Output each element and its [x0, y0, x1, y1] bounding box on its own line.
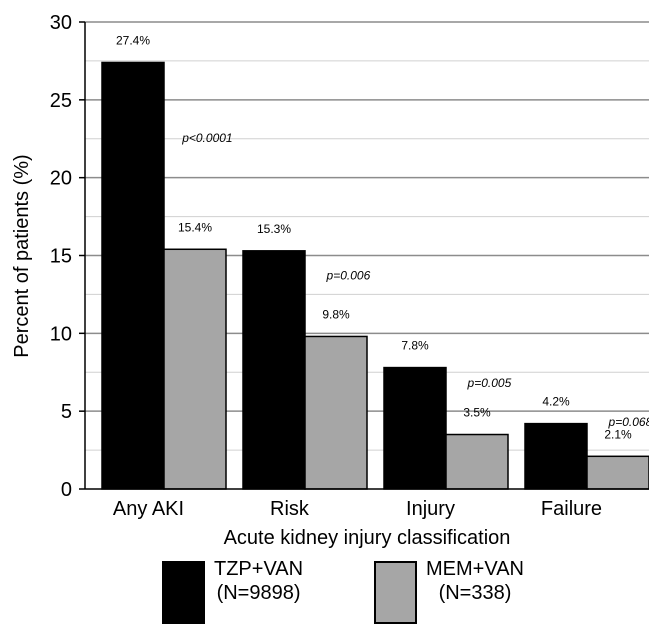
legend-series-name: MEM+VAN — [426, 558, 524, 580]
x-tick-label: Any AKI — [113, 498, 184, 520]
legend-label-mem-van: MEM+VAN (N=338) — [426, 557, 524, 605]
bar-tzp-van — [524, 422, 588, 490]
legend-label-tzp-van: TZP+VAN (N=9898) — [214, 557, 303, 605]
p-value-label: p<0.0001 — [181, 131, 232, 145]
bar-chart: 0 5 10 15 20 25 30 Any AKI Risk Injury Failure 27.… — [11, 12, 649, 549]
legend-series-count: (N=338) — [438, 582, 512, 604]
data-label: 2.1% — [604, 427, 632, 441]
legend: TZP+VAN (N=9898) MEM+VAN (N=338) — [0, 557, 649, 633]
data-label: 4.2% — [542, 395, 570, 409]
data-label: 9.8% — [322, 307, 350, 321]
bar-tzp-van — [242, 250, 306, 490]
legend-series-count: (N=9898) — [216, 582, 301, 604]
bar-mem-van — [163, 248, 227, 490]
legend-swatch-tzp-van — [162, 561, 205, 624]
legend-series-name: TZP+VAN — [214, 558, 304, 580]
p-value-label: p=0.068 — [608, 415, 649, 429]
y-tick-label: 10 — [50, 323, 72, 345]
legend-swatch-mem-van — [374, 561, 417, 624]
y-tick-label: 20 — [50, 168, 72, 190]
y-tick-label: 30 — [50, 12, 72, 34]
y-tick-label: 5 — [61, 401, 72, 423]
y-axis-title: Percent of patients (%) — [11, 154, 33, 357]
data-label: 3.5% — [463, 406, 491, 420]
y-tick-label: 25 — [50, 90, 72, 112]
bar-mem-van — [586, 455, 649, 490]
bar-mem-van — [304, 335, 368, 490]
bar-tzp-van — [383, 366, 447, 490]
data-label: 15.4% — [178, 220, 212, 234]
x-tick-label: Failure — [541, 498, 602, 520]
data-label: 15.3% — [257, 222, 291, 236]
data-label: 7.8% — [401, 339, 429, 353]
axes: 0 5 10 15 20 25 30 Any AKI Risk Injury Failure — [50, 12, 649, 520]
chart-labels: 27.4% 15.4% p<0.0001 15.3% 9.8% p=0.006 7.8% 3.… — [116, 33, 649, 441]
x-tick-label: Injury — [406, 498, 455, 520]
data-label: 27.4% — [116, 33, 150, 47]
bars — [101, 61, 649, 490]
bar-tzp-van — [101, 61, 165, 490]
p-value-label: p=0.005 — [467, 376, 512, 390]
x-axis-title: Acute kidney injury classification — [224, 527, 511, 549]
y-tick-label: 15 — [50, 246, 72, 268]
x-tick-label: Risk — [270, 498, 310, 520]
y-tick-label: 0 — [61, 479, 72, 501]
bar-mem-van — [445, 433, 509, 490]
p-value-label: p=0.006 — [326, 269, 371, 283]
